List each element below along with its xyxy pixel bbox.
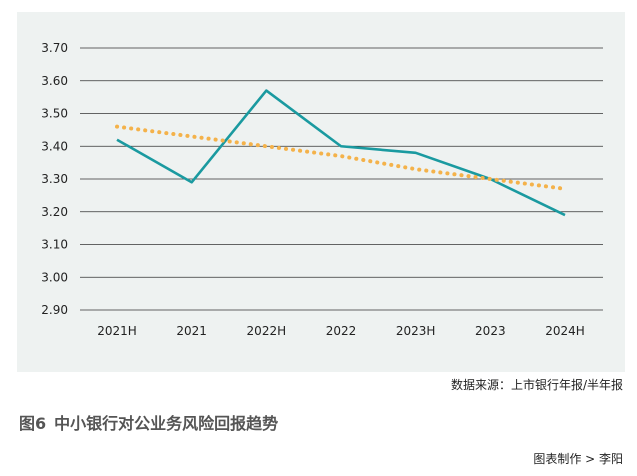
x-tick-label: 2023H (396, 324, 436, 338)
x-tick-label: 2023 (475, 324, 506, 338)
figure-title: 中小银行对公业务风险回报趋势 (54, 414, 279, 433)
x-tick-label: 2021 (176, 324, 207, 338)
data-source-note: 数据来源：上市银行年报/半年报 (450, 378, 623, 392)
x-tick-label: 2024H (545, 324, 585, 338)
y-tick-label: 3.40 (41, 139, 68, 153)
trend-line (115, 124, 567, 191)
x-tick-label: 2022 (326, 324, 357, 338)
chart-panel: 2.90 3.00 3.10 3.20 3.30 3.40 3.50 3.60 3.70 2021… (17, 12, 625, 372)
y-tick-label: 3.10 (41, 238, 68, 252)
y-tick-label: 3.30 (41, 172, 68, 186)
y-tick-label: 3.70 (41, 41, 68, 55)
x-tick-label: 2022H (247, 324, 287, 338)
y-tick-label: 3.60 (41, 74, 68, 88)
line-chart: 2.90 3.00 3.10 3.20 3.30 3.40 3.50 3.60 3.70 2021… (41, 41, 603, 338)
y-tick-label: 3.00 (41, 270, 68, 284)
chart-credit: 图表制作 > 李阳 (533, 452, 623, 466)
y-tick-label: 3.20 (41, 205, 68, 219)
x-tick-label: 2021H (97, 324, 137, 338)
y-tick-label: 2.90 (41, 303, 68, 317)
figure-caption: 图6 中小银行对公业务风险回报趋势 (19, 410, 278, 434)
y-tick-label: 3.50 (41, 107, 68, 121)
series-line (116, 89, 566, 217)
figure-number: 图6 (19, 414, 47, 433)
